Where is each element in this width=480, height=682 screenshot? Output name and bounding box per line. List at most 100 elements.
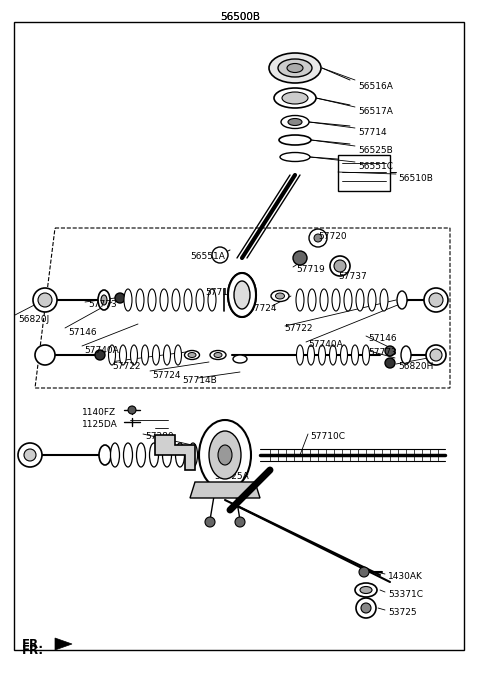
Ellipse shape xyxy=(188,353,196,357)
Ellipse shape xyxy=(176,443,184,467)
Ellipse shape xyxy=(329,345,336,365)
Ellipse shape xyxy=(320,289,328,311)
Ellipse shape xyxy=(153,345,159,365)
Circle shape xyxy=(429,293,443,307)
Circle shape xyxy=(314,234,322,242)
Polygon shape xyxy=(55,638,72,650)
Ellipse shape xyxy=(287,63,303,72)
Ellipse shape xyxy=(99,445,111,465)
Ellipse shape xyxy=(362,345,370,365)
Ellipse shape xyxy=(163,443,171,467)
Text: 57714: 57714 xyxy=(358,128,386,137)
Ellipse shape xyxy=(279,135,311,145)
Ellipse shape xyxy=(308,345,314,365)
Text: FR.: FR. xyxy=(22,638,44,651)
Circle shape xyxy=(115,293,125,303)
Circle shape xyxy=(385,346,395,356)
Text: 56500B: 56500B xyxy=(220,12,260,22)
Ellipse shape xyxy=(218,445,232,465)
Text: 57724: 57724 xyxy=(248,304,276,313)
Text: 57722: 57722 xyxy=(284,324,312,333)
Text: 57740A: 57740A xyxy=(84,346,119,355)
Polygon shape xyxy=(155,435,195,470)
Circle shape xyxy=(293,251,307,265)
Text: 56820H: 56820H xyxy=(398,362,433,371)
Text: 57722: 57722 xyxy=(112,362,141,371)
Ellipse shape xyxy=(172,289,180,311)
Ellipse shape xyxy=(209,431,241,479)
Ellipse shape xyxy=(101,295,107,305)
Ellipse shape xyxy=(208,289,216,311)
Circle shape xyxy=(38,293,52,307)
Text: 57720: 57720 xyxy=(318,232,347,241)
Text: 57714B: 57714B xyxy=(182,376,217,385)
Ellipse shape xyxy=(184,289,192,311)
Text: 57773: 57773 xyxy=(368,348,397,357)
Circle shape xyxy=(309,229,327,247)
Text: 57740A: 57740A xyxy=(308,340,343,349)
Text: 1125DA: 1125DA xyxy=(82,420,118,429)
Ellipse shape xyxy=(189,443,197,467)
Ellipse shape xyxy=(368,289,376,311)
Ellipse shape xyxy=(401,346,411,364)
Ellipse shape xyxy=(340,345,348,365)
Text: 56525B: 56525B xyxy=(358,146,393,155)
Ellipse shape xyxy=(120,345,127,365)
Circle shape xyxy=(18,443,42,467)
Circle shape xyxy=(24,449,36,461)
Ellipse shape xyxy=(148,289,156,311)
Bar xyxy=(338,155,390,191)
Circle shape xyxy=(424,288,448,312)
Ellipse shape xyxy=(136,289,144,311)
Text: 1140FZ: 1140FZ xyxy=(82,408,116,417)
Circle shape xyxy=(356,598,376,618)
Ellipse shape xyxy=(131,345,137,365)
Ellipse shape xyxy=(271,291,289,301)
Ellipse shape xyxy=(282,92,308,104)
Text: 53371C: 53371C xyxy=(388,590,423,599)
Circle shape xyxy=(361,603,371,613)
Text: 53725: 53725 xyxy=(388,608,417,617)
Circle shape xyxy=(205,517,215,527)
Circle shape xyxy=(235,517,245,527)
Text: 57773: 57773 xyxy=(88,300,117,309)
Text: 1430AK: 1430AK xyxy=(388,572,423,581)
Ellipse shape xyxy=(288,119,302,125)
Ellipse shape xyxy=(108,345,116,365)
Ellipse shape xyxy=(233,355,247,363)
Text: 56551C: 56551C xyxy=(358,162,393,171)
Ellipse shape xyxy=(280,153,310,162)
Text: 56516A: 56516A xyxy=(358,82,393,91)
Ellipse shape xyxy=(308,289,316,311)
Ellipse shape xyxy=(228,273,256,317)
Ellipse shape xyxy=(351,345,359,365)
Ellipse shape xyxy=(296,289,304,311)
Ellipse shape xyxy=(214,353,222,357)
Text: 57280: 57280 xyxy=(145,432,174,441)
Ellipse shape xyxy=(334,260,346,272)
Ellipse shape xyxy=(269,53,321,83)
Ellipse shape xyxy=(123,443,132,467)
Ellipse shape xyxy=(380,289,388,311)
Ellipse shape xyxy=(356,289,364,311)
Ellipse shape xyxy=(344,289,352,311)
Ellipse shape xyxy=(281,115,309,128)
Text: 56510B: 56510B xyxy=(398,174,433,183)
Text: 56551A: 56551A xyxy=(190,252,225,261)
Ellipse shape xyxy=(232,278,248,286)
Polygon shape xyxy=(190,482,260,498)
Ellipse shape xyxy=(332,289,340,311)
Ellipse shape xyxy=(234,281,250,309)
Ellipse shape xyxy=(319,345,325,365)
Ellipse shape xyxy=(274,88,316,108)
Ellipse shape xyxy=(136,443,145,467)
Ellipse shape xyxy=(278,59,312,77)
Text: 57710C: 57710C xyxy=(310,432,345,441)
Ellipse shape xyxy=(297,345,303,365)
Ellipse shape xyxy=(164,345,170,365)
Text: 57724: 57724 xyxy=(152,371,180,380)
Circle shape xyxy=(385,358,395,368)
Ellipse shape xyxy=(149,443,158,467)
Text: FR.: FR. xyxy=(22,644,44,657)
Circle shape xyxy=(359,567,369,577)
